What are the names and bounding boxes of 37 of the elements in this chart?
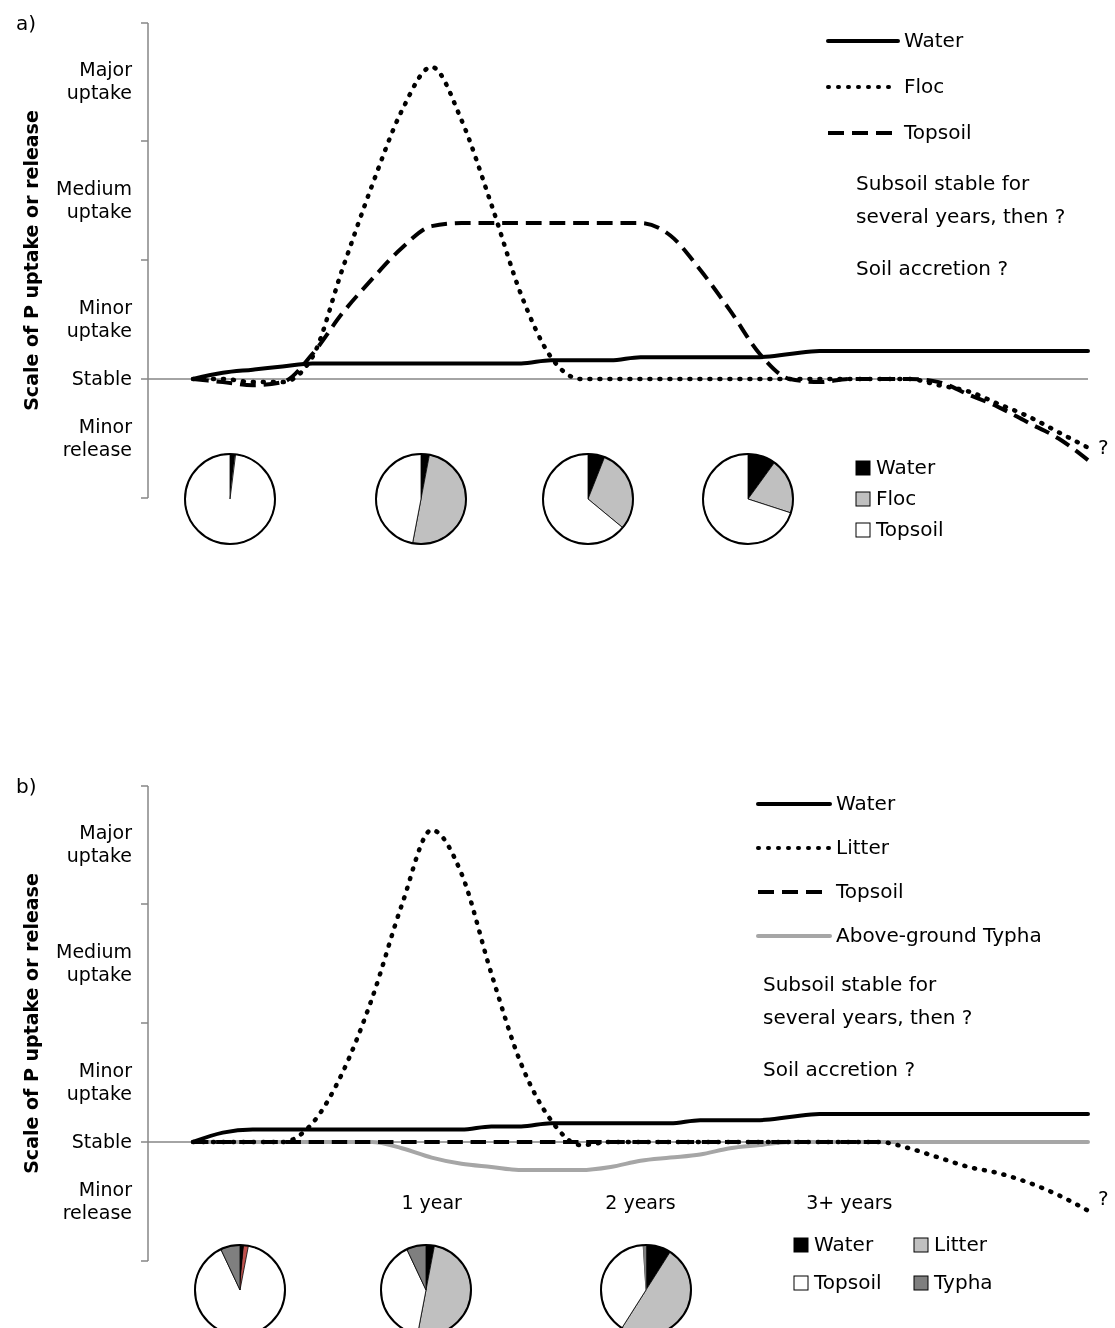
text: Medium uptake [56, 176, 132, 222]
text: Minor release [62, 414, 133, 460]
legend-label: Water [904, 27, 964, 52]
legend-label: Topsoil [875, 516, 944, 541]
x-tick-label: 2 years [605, 1191, 676, 1213]
legend-label: Water [876, 454, 936, 479]
y-axis-title: Scale of P uptake or release [20, 873, 42, 1174]
legend-label: Litter [934, 1231, 988, 1256]
text: Medium uptake [56, 939, 132, 985]
text: Major uptake [66, 57, 133, 103]
text: Stable [71, 366, 132, 389]
text: Minor release [62, 1177, 133, 1223]
legend-label: Litter [836, 834, 890, 859]
text: a) [16, 11, 37, 35]
annotation: Soil accretion ? [763, 1056, 916, 1081]
legend-label: Floc [876, 485, 917, 510]
annotation: Subsoil stable for several years, then ? [856, 170, 1066, 228]
legend-label: Above-ground Typha [836, 922, 1042, 947]
annotation: Subsoil stable for several years, then ? [763, 971, 973, 1029]
legend-label: Water [836, 790, 896, 815]
legend-label: Topsoil [813, 1269, 882, 1294]
text: Major uptake [66, 820, 133, 866]
text: Stable [71, 1129, 132, 1152]
x-tick-label: 1 year [401, 1191, 463, 1213]
x-tick-label: 3+ years [806, 1191, 893, 1213]
text: Minor uptake [66, 295, 133, 341]
y-axis-title: Scale of P uptake or release [20, 110, 42, 411]
legend-label: Topsoil [835, 878, 904, 903]
annotation: ? [1098, 1185, 1109, 1210]
text: b) [16, 774, 37, 798]
legend-label: Topsoil [903, 119, 972, 144]
text: Minor uptake [66, 1058, 133, 1104]
legend-label: Typha [933, 1269, 993, 1294]
legend-label: Floc [904, 73, 945, 98]
legend-label: Water [814, 1231, 874, 1256]
annotation: ? [1098, 435, 1109, 460]
annotation: Soil accretion ? [856, 255, 1009, 280]
